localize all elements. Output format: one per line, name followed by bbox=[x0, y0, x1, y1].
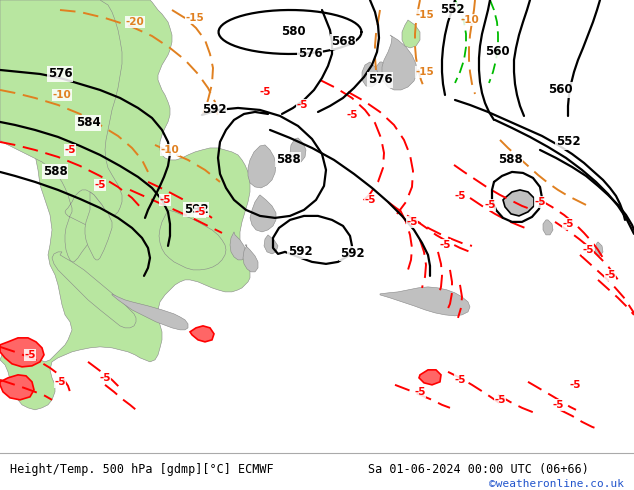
Text: 568: 568 bbox=[330, 35, 356, 49]
Polygon shape bbox=[264, 235, 278, 254]
Text: 588: 588 bbox=[42, 166, 67, 178]
Polygon shape bbox=[0, 338, 44, 367]
Polygon shape bbox=[243, 245, 258, 272]
Text: -5: -5 bbox=[24, 350, 36, 360]
Text: -5: -5 bbox=[414, 387, 426, 397]
Polygon shape bbox=[362, 62, 379, 87]
Text: -10: -10 bbox=[461, 15, 479, 25]
Polygon shape bbox=[419, 370, 441, 385]
Text: -5: -5 bbox=[406, 217, 418, 227]
Text: 576: 576 bbox=[298, 48, 322, 60]
Text: 592: 592 bbox=[184, 203, 209, 217]
Polygon shape bbox=[52, 252, 136, 328]
Text: 576: 576 bbox=[48, 68, 72, 80]
Polygon shape bbox=[0, 0, 250, 410]
Text: 588: 588 bbox=[498, 153, 522, 167]
Text: -10: -10 bbox=[160, 145, 179, 155]
Polygon shape bbox=[0, 0, 122, 262]
Polygon shape bbox=[543, 220, 553, 235]
Text: -5: -5 bbox=[194, 207, 206, 217]
Text: 552: 552 bbox=[555, 135, 580, 148]
Text: -5: -5 bbox=[296, 100, 307, 110]
Text: 592: 592 bbox=[288, 245, 313, 258]
Text: 592: 592 bbox=[340, 247, 365, 260]
Polygon shape bbox=[248, 145, 276, 188]
Text: -5: -5 bbox=[100, 373, 111, 383]
Text: -5: -5 bbox=[259, 87, 271, 97]
Text: 588: 588 bbox=[276, 153, 301, 167]
Text: -5: -5 bbox=[55, 377, 66, 387]
Text: -20: -20 bbox=[126, 17, 145, 27]
Polygon shape bbox=[0, 375, 34, 400]
Polygon shape bbox=[382, 35, 417, 90]
Text: -5: -5 bbox=[562, 219, 574, 229]
Text: 592: 592 bbox=[202, 103, 226, 117]
Text: -5: -5 bbox=[365, 195, 376, 205]
Text: -5: -5 bbox=[569, 380, 581, 390]
Polygon shape bbox=[159, 210, 226, 270]
Text: 560: 560 bbox=[484, 46, 509, 58]
Polygon shape bbox=[595, 242, 603, 256]
Text: 560: 560 bbox=[548, 83, 573, 97]
Polygon shape bbox=[112, 294, 188, 330]
Polygon shape bbox=[85, 192, 112, 260]
Text: -5: -5 bbox=[552, 400, 564, 410]
Polygon shape bbox=[190, 326, 214, 342]
Polygon shape bbox=[503, 190, 534, 216]
Text: -5: -5 bbox=[64, 145, 75, 155]
Text: -5: -5 bbox=[94, 180, 106, 190]
Text: Height/Temp. 500 hPa [gdmp][°C] ECMWF: Height/Temp. 500 hPa [gdmp][°C] ECMWF bbox=[10, 463, 273, 476]
Text: 576: 576 bbox=[368, 74, 392, 86]
Text: 580: 580 bbox=[281, 25, 306, 39]
Text: -5: -5 bbox=[534, 197, 546, 207]
Text: -10: -10 bbox=[53, 90, 72, 100]
Text: -15: -15 bbox=[416, 10, 434, 20]
Polygon shape bbox=[290, 138, 306, 163]
Text: -5: -5 bbox=[582, 245, 594, 255]
Polygon shape bbox=[230, 232, 246, 260]
Text: -5: -5 bbox=[454, 191, 466, 201]
Text: -5: -5 bbox=[454, 375, 466, 385]
Text: 584: 584 bbox=[75, 117, 100, 129]
Polygon shape bbox=[375, 62, 390, 82]
Polygon shape bbox=[402, 20, 420, 48]
Text: ©weatheronline.co.uk: ©weatheronline.co.uk bbox=[489, 479, 624, 489]
Text: 552: 552 bbox=[440, 3, 464, 17]
Text: -5: -5 bbox=[159, 195, 171, 205]
Text: -15: -15 bbox=[186, 13, 204, 23]
Polygon shape bbox=[250, 195, 276, 232]
Polygon shape bbox=[380, 287, 470, 316]
Text: -5: -5 bbox=[495, 395, 506, 405]
Text: -15: -15 bbox=[416, 67, 434, 77]
Text: Sa 01-06-2024 00:00 UTC (06+66): Sa 01-06-2024 00:00 UTC (06+66) bbox=[368, 463, 588, 476]
Text: -5: -5 bbox=[604, 270, 616, 280]
Text: -5: -5 bbox=[439, 240, 451, 250]
Text: -5: -5 bbox=[484, 200, 496, 210]
Text: -5: -5 bbox=[346, 110, 358, 120]
